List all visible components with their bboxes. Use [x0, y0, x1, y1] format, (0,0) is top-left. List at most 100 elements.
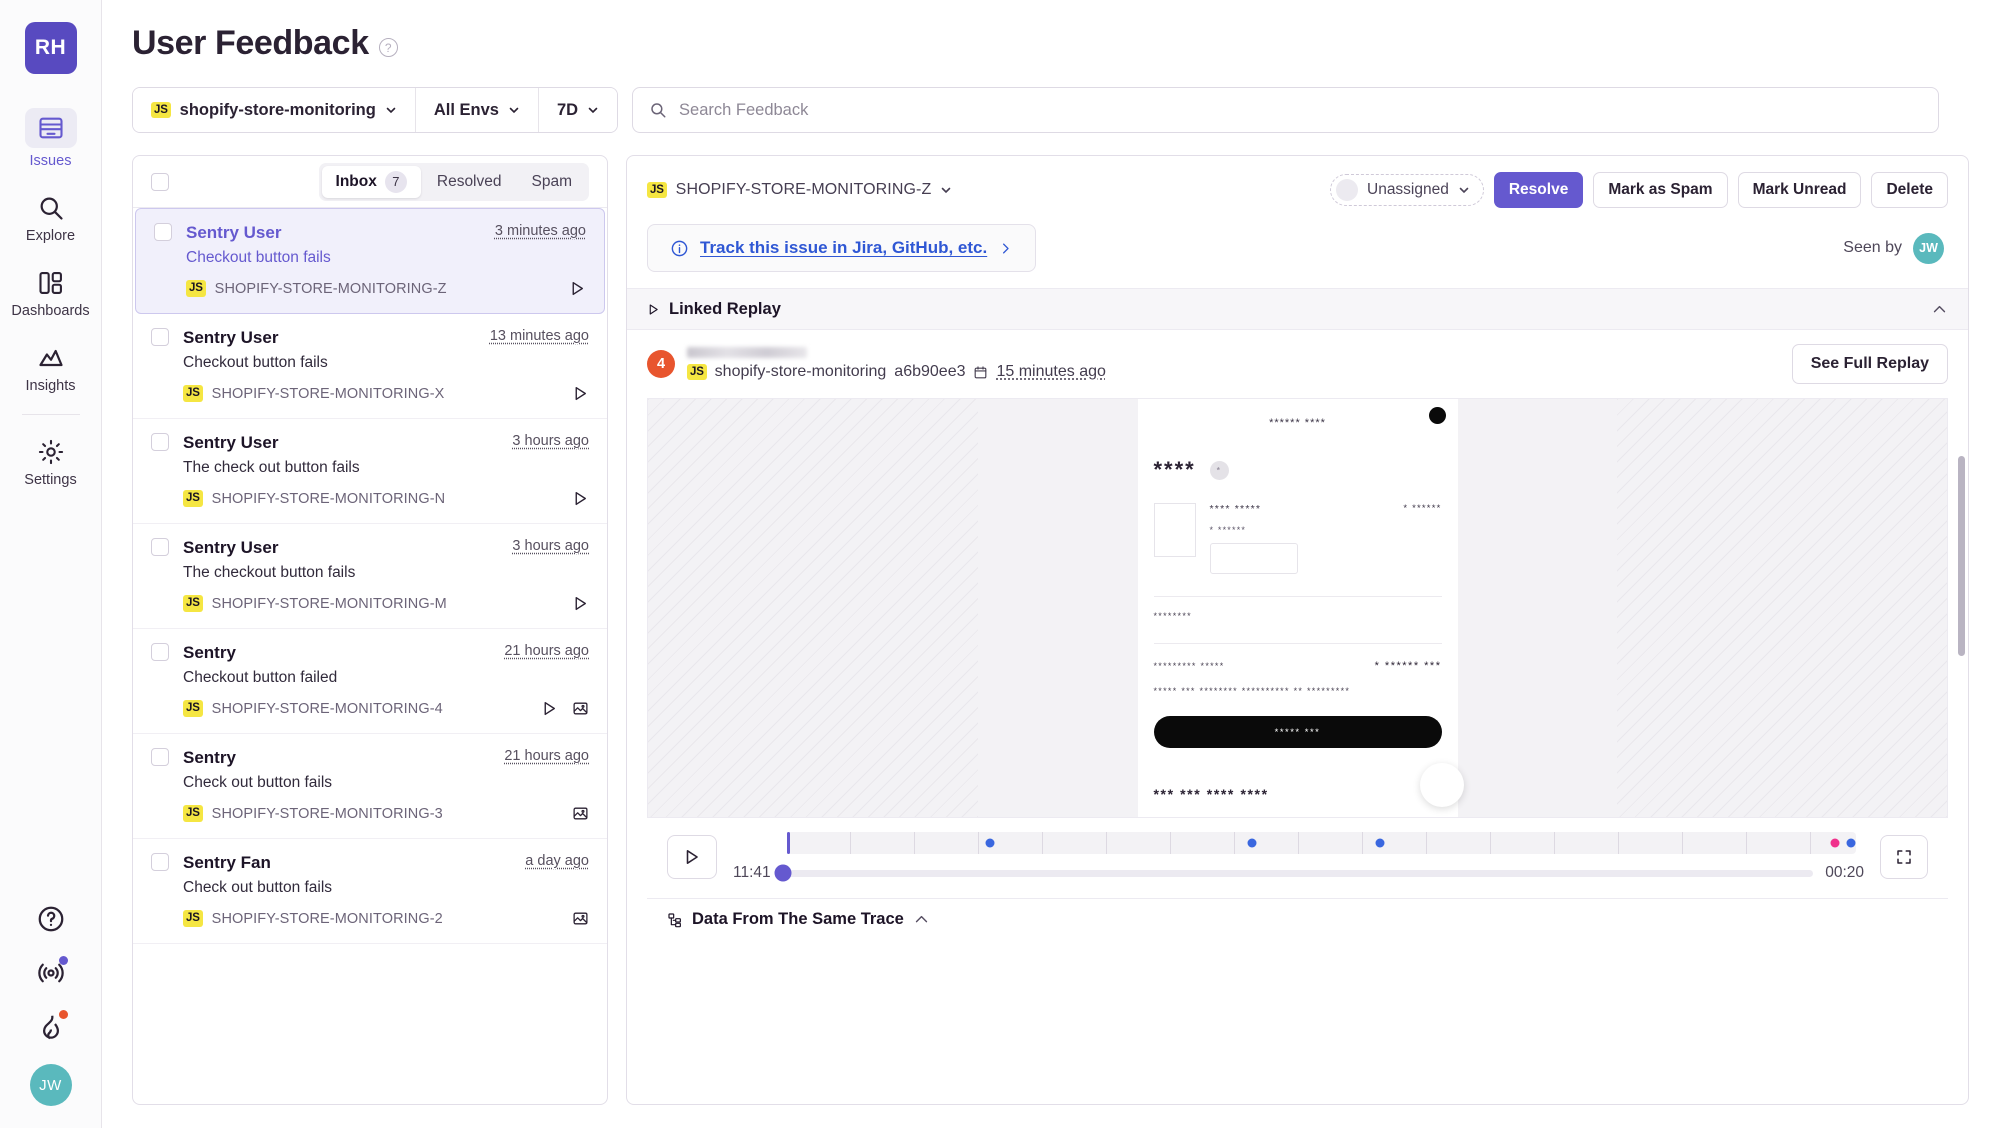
list-item-body: Sentry User 13 minutes ago Checkout button… — [183, 328, 589, 402]
replay-meta-row: 4 JS shopify-store-monitoring a6b90ee3 1 — [647, 344, 1948, 384]
list-item-top: Sentry 21 hours ago — [183, 748, 589, 768]
replay-icon[interactable] — [572, 385, 589, 402]
linked-replay-section-header[interactable]: Linked Replay — [627, 288, 1968, 330]
list-item-message: Checkout button fails — [183, 354, 328, 371]
timerange-selector[interactable]: 7D — [538, 88, 618, 132]
sidebar-label-dashboards: Dashboards — [11, 303, 90, 319]
breadcrumb-marker[interactable] — [1830, 838, 1840, 848]
track-issue-banner[interactable]: Track this issue in Jira, GitHub, etc. — [647, 224, 1037, 272]
search-input[interactable] — [679, 100, 1922, 120]
trace-section-header[interactable]: Data From The Same Trace — [647, 898, 1948, 940]
select-all-checkbox[interactable] — [151, 172, 169, 191]
list-item[interactable]: Sentry User 3 hours ago The check out butt… — [133, 419, 607, 524]
screenshot-icon[interactable] — [572, 805, 589, 822]
list-item-project: SHOPIFY-STORE-MONITORING-X — [211, 385, 445, 402]
mock-total-row: ********* ***** * ****** *** — [1154, 660, 1442, 672]
replay-icon[interactable] — [572, 595, 589, 612]
delete-button[interactable]: Delete — [1871, 172, 1948, 208]
chevron-up-icon[interactable] — [1931, 301, 1948, 318]
mock-footer-text: *** *** **** **** — [1153, 786, 1269, 802]
scrubber-bar[interactable] — [774, 864, 1814, 882]
list-item-bottom: JS SHOPIFY-STORE-MONITORING-4 — [183, 700, 589, 717]
list-item[interactable]: Sentry User 3 hours ago The checkout butto… — [133, 524, 607, 629]
see-full-replay-button[interactable]: See Full Replay — [1791, 344, 1948, 384]
sidebar-label-settings: Settings — [24, 472, 77, 488]
sidebar-item-issues[interactable]: Issues — [8, 100, 94, 175]
sidebar-item-dashboards[interactable]: Dashboards — [8, 260, 94, 325]
screenshot-icon[interactable] — [572, 910, 589, 927]
sidebar-item-explore[interactable]: Explore — [8, 185, 94, 250]
detail-project-selector[interactable]: JS SHOPIFY-STORE-MONITORING-Z — [647, 181, 952, 199]
broadcast-icon[interactable] — [34, 956, 68, 990]
help-icon[interactable] — [34, 902, 68, 936]
list-item-top: Sentry User 3 hours ago — [183, 538, 589, 558]
timerange-selector-label: 7D — [556, 100, 579, 119]
list-item-checkbox[interactable] — [151, 853, 169, 871]
list-item[interactable]: Sentry User 3 minutes ago Checkout button … — [135, 208, 605, 314]
fullscreen-icon — [1897, 850, 1911, 864]
list-item[interactable]: Sentry 21 hours ago Check out button fails… — [133, 734, 607, 839]
list-item-author: Sentry — [183, 643, 236, 662]
avatar[interactable]: JW — [29, 1064, 72, 1106]
breadcrumb-track[interactable] — [787, 832, 1856, 854]
replay-container: 4 JS shopify-store-monitoring a6b90ee3 1 — [627, 330, 1968, 940]
assignee-selector[interactable]: Unassigned — [1330, 174, 1484, 206]
mark-as-spam-button[interactable]: Mark as Spam — [1593, 172, 1728, 208]
list-item[interactable]: Sentry 21 hours ago Checkout button failed… — [133, 629, 607, 734]
list-item-author: Sentry User — [183, 328, 279, 347]
chevron-right-icon — [1003, 243, 1009, 253]
search-icon — [36, 193, 66, 223]
chevron-up-icon[interactable] — [913, 911, 930, 928]
replay-viewport[interactable]: ****** **** **** * **** ***** * ****** — [647, 398, 1948, 818]
replay-meta-line: JS shopify-store-monitoring a6b90ee3 15 … — [687, 363, 1106, 381]
detail-scrollbar[interactable] — [1958, 456, 1965, 656]
seen-by: Seen by JW — [1843, 232, 1948, 264]
list-item-timestamp: 3 minutes ago — [494, 223, 586, 239]
list-item[interactable]: Sentry User 13 minutes ago Checkout button… — [133, 314, 607, 419]
breadcrumb-marker[interactable] — [1375, 838, 1385, 848]
page-title: User Feedback — [132, 24, 369, 62]
help-circle-icon[interactable]: ? — [378, 38, 398, 57]
tab-resolved-label: Resolved — [436, 172, 502, 190]
screenshot-icon[interactable] — [572, 700, 589, 717]
resolve-button[interactable]: Resolve — [1493, 172, 1584, 208]
list-item-timestamp: a day ago — [525, 853, 589, 869]
tab-inbox[interactable]: Inbox 7 — [321, 165, 421, 198]
replay-icon[interactable] — [569, 280, 586, 297]
tab-resolved[interactable]: Resolved — [423, 168, 516, 196]
list-item-checkbox[interactable] — [154, 223, 172, 241]
replay-icon[interactable] — [541, 700, 558, 717]
project-selector[interactable]: JS shopify-store-monitoring — [133, 88, 416, 132]
list-item-checkbox[interactable] — [151, 538, 169, 556]
seen-by-avatar[interactable]: JW — [1913, 232, 1944, 264]
list-item-message: Check out button fails — [183, 879, 333, 896]
flame-icon[interactable] — [34, 1010, 68, 1044]
list-item-checkbox[interactable] — [151, 643, 169, 661]
list-item-timestamp: 3 hours ago — [512, 433, 589, 449]
environment-selector[interactable]: All Envs — [415, 88, 539, 132]
replay-icon[interactable] — [572, 490, 589, 507]
scrubber-handle[interactable] — [774, 864, 792, 882]
breadcrumb-marker[interactable] — [985, 838, 995, 848]
mark-unread-button[interactable]: Mark Unread — [1737, 172, 1862, 208]
list-item-checkbox[interactable] — [151, 748, 169, 766]
list-item-checkbox[interactable] — [151, 433, 169, 451]
search-box[interactable] — [632, 87, 1939, 133]
breadcrumb-marker[interactable] — [1846, 838, 1856, 848]
sidebar-label-explore: Explore — [25, 228, 76, 244]
play-button[interactable] — [667, 835, 717, 879]
list-item[interactable]: Sentry Fan a day ago Check out button fail… — [133, 839, 607, 944]
insights-icon — [36, 343, 66, 373]
sidebar-item-settings[interactable]: Settings — [8, 429, 94, 494]
track-issue-link[interactable]: Track this issue in Jira, GitHub, etc. — [700, 238, 988, 257]
fullscreen-button[interactable] — [1880, 835, 1928, 879]
tab-spam[interactable]: Spam — [518, 168, 587, 196]
org-avatar[interactable]: RH — [24, 22, 77, 74]
feedback-list-panel: Inbox 7 Resolved Spam Sentry User 3 minut… — [132, 155, 608, 1105]
sidebar-item-insights[interactable]: Insights — [8, 335, 94, 400]
breadcrumb-marker[interactable] — [1247, 838, 1257, 848]
trace-icon — [668, 912, 681, 927]
list-item-checkbox[interactable] — [151, 328, 169, 346]
mock-divider-1 — [1153, 596, 1442, 597]
issues-icon — [36, 113, 66, 143]
